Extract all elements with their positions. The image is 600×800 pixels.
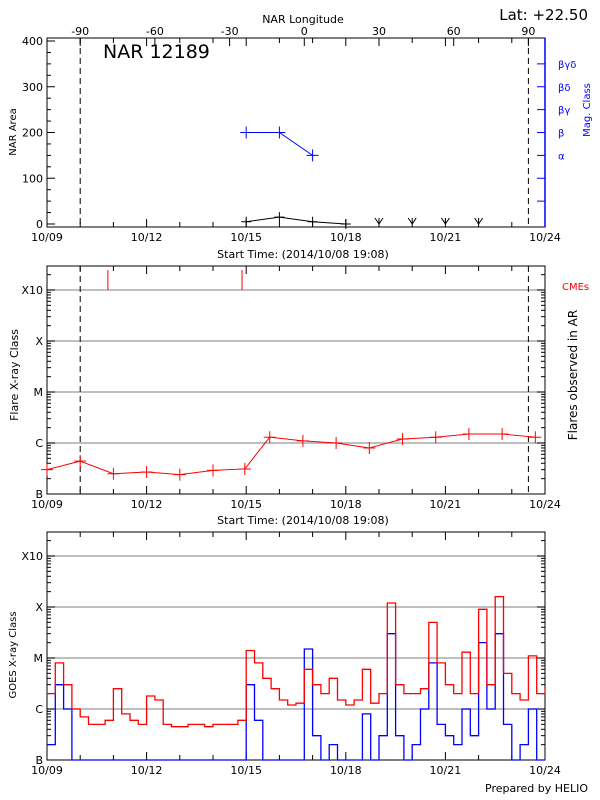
nar-y-tick-label: 100 [22, 172, 43, 185]
goes-y-tick-label: X10 [21, 550, 43, 563]
nar-plot-frame [46, 37, 546, 228]
nar-x-tick-label: 10/09 [31, 231, 63, 244]
mag-class-tick-label: βδ [558, 83, 571, 94]
goes-y-label: GOES X-ray Class [8, 611, 19, 698]
mag-class-tick-label: βγ [558, 106, 570, 117]
flare-x-tick-label: 10/15 [230, 498, 262, 511]
longitude-tick-label: -60 [146, 25, 164, 38]
flare-point [363, 441, 376, 454]
nar-area-missing-marker [407, 217, 417, 225]
flare-y-tick-label: M [34, 386, 44, 399]
latitude-label: Lat: +22.50 [499, 6, 588, 24]
nar-x-tick-label: 10/15 [230, 231, 262, 244]
mag-class-point [240, 126, 253, 139]
flare-point [429, 431, 442, 444]
flare-point [396, 432, 409, 445]
goes-x-tick-label: 10/21 [430, 764, 462, 777]
longitude-tick-label: -90 [71, 25, 89, 38]
flare-y-label: Flare X-ray Class [8, 329, 21, 421]
flare-point [330, 437, 343, 449]
longitude-tick-label: 60 [447, 25, 461, 38]
nar-area-missing-marker [440, 217, 450, 225]
nar-area-point [307, 216, 318, 227]
nar-x-tick-label: 10/21 [430, 231, 462, 244]
longitude-tick-label: 30 [372, 25, 386, 38]
goes-x-tick-label: 10/24 [529, 764, 561, 777]
goes-x-tick-label: 10/12 [131, 764, 163, 777]
goes-long-channel-line [47, 595, 546, 728]
flare-point [173, 468, 186, 481]
nar-y-tick-label: 0 [36, 218, 43, 231]
mag-class-point [273, 126, 286, 139]
flare-x-tick-label: 10/21 [430, 498, 462, 511]
flare-point [296, 434, 309, 447]
flare-point [263, 431, 276, 444]
flare-point [74, 455, 87, 468]
goes-x-tick-label: 10/18 [330, 764, 362, 777]
nar-area-point [274, 212, 285, 223]
flare-y-tick-label: B [35, 488, 43, 501]
flare-point [41, 463, 53, 476]
nar-y-tick-label: 400 [22, 35, 43, 48]
flare-point [462, 428, 475, 441]
nar-x-tick-label: 10/18 [330, 231, 362, 244]
flare-point [529, 431, 542, 444]
goes-y-tick-label: C [35, 703, 43, 716]
nar-area-point [340, 219, 351, 229]
top-axis-title: NAR Longitude [262, 13, 344, 26]
longitude-tick-label: 90 [521, 25, 535, 38]
nar-area-missing-marker [374, 217, 384, 225]
flare-x-label: Start Time: (2014/10/08 19:08) [217, 514, 389, 527]
footer-credit: Prepared by HELIO [485, 782, 588, 795]
flare-x-tick-label: 10/09 [31, 498, 63, 511]
longitude-tick-label: 0 [301, 25, 308, 38]
mag-class-tick-label: βγδ [558, 60, 576, 71]
goes-x-tick-label: 10/09 [31, 764, 63, 777]
goes-y-tick-label: X [35, 601, 43, 614]
nar-y-label: NAR Area [8, 108, 19, 155]
nar-area-point [241, 216, 252, 227]
nar-area-line [246, 216, 346, 225]
flare-x-tick-label: 10/18 [330, 498, 362, 511]
nar-y-tick-label: 300 [22, 81, 43, 94]
flare-x-tick-label: 10/12 [131, 498, 163, 511]
flare-y-tick-label: X10 [21, 284, 43, 297]
goes-y-tick-label: B [35, 754, 43, 767]
flare-y-tick-label: C [35, 437, 43, 450]
nar-x-tick-label: 10/12 [131, 231, 163, 244]
nar-x-label: Start Time: (2014/10/08 19:08) [217, 248, 389, 261]
longitude-tick-label: -30 [221, 25, 239, 38]
cme-label: CMEs [562, 282, 589, 293]
mag-class-label: Mag. Class [582, 83, 593, 137]
flare-point [496, 428, 509, 441]
mag-class-tick-label: β [558, 129, 564, 140]
mag-class-point [306, 149, 319, 162]
nar-area-missing-marker [474, 217, 484, 225]
flare-y-tick-label: X [35, 335, 43, 348]
flare-x-tick-label: 10/24 [529, 498, 561, 511]
nar-x-tick-label: 10/24 [529, 231, 561, 244]
mag-class-tick-label: α [558, 151, 565, 162]
goes-y-tick-label: M [34, 652, 44, 665]
flare-class-line [46, 433, 536, 476]
flare-y2-label: Flares observed in AR [566, 310, 580, 440]
flare-point [140, 466, 153, 478]
nar-y-tick-label: 200 [22, 127, 43, 140]
flare-point [207, 464, 219, 477]
flare-point [238, 462, 251, 475]
flare-point [107, 467, 120, 480]
nar-title: NAR 12189 [103, 41, 210, 63]
goes-x-tick-label: 10/15 [230, 764, 262, 777]
flare-plot-frame [46, 265, 546, 495]
